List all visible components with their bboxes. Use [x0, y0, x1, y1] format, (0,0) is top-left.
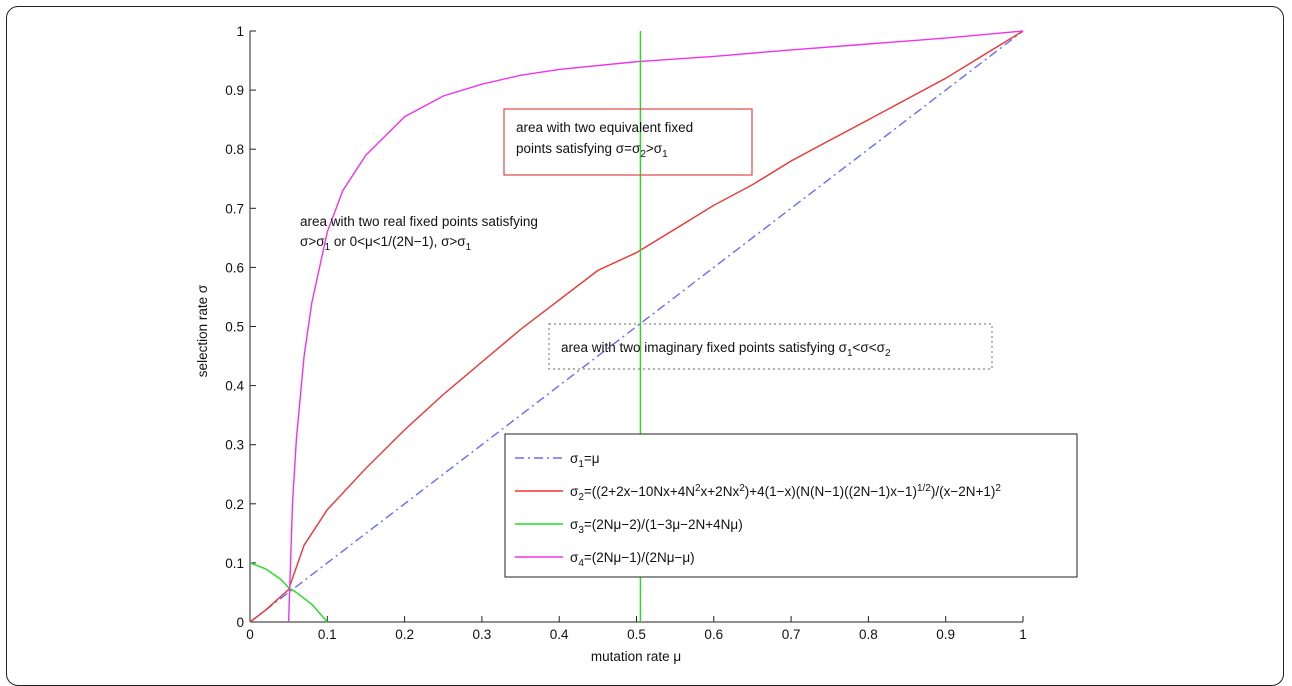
annotation-line: σ>σ1 or 0<μ<1/(2N−1), σ>σ1 — [300, 234, 472, 253]
annotation-equivalent: area with two equivalent fixed points sa… — [503, 108, 753, 176]
y-tick-label: 0.4 — [225, 379, 244, 394]
annotation-box-red — [503, 108, 753, 176]
annotation-box-dotted — [548, 323, 993, 370]
y-tick-label: 1 — [236, 24, 244, 39]
x-tick-label: 0.7 — [782, 627, 801, 642]
legend-label-s1: σ1=μ — [570, 451, 600, 470]
annotation-line: points satisfying σ=σ2>σ1 — [516, 141, 668, 160]
x-tick-label: 0.4 — [550, 627, 569, 642]
y-tick-label: 0.6 — [225, 260, 244, 275]
series-line-s3 — [249, 562, 328, 623]
series-line-s4 — [287, 30, 1024, 623]
x-tick-label: 0.3 — [473, 627, 492, 642]
x-tick-label: 0.9 — [936, 627, 955, 642]
x-tick-label: 1 — [1019, 627, 1027, 642]
legend-label-s2: σ2=((2+2x−10Nx+4N2x+2Nx2)+4(1−x)(N(N−1)(… — [570, 483, 1001, 503]
annotation-real: area with two real fixed points satisfyi… — [300, 214, 538, 253]
y-tick-label: 0.5 — [225, 320, 244, 335]
x-tick-label: 0.5 — [627, 627, 646, 642]
series-line-s2 — [249, 30, 1024, 623]
annotation-line: area with two real fixed points satisfyi… — [300, 214, 538, 229]
x-tick-label: 0.1 — [318, 627, 337, 642]
y-tick-label: 0.9 — [225, 83, 244, 98]
legend: σ1=μ σ2=((2+2x−10Nx+4N2x+2Nx2)+4(1−x)(N(N… — [504, 433, 1078, 578]
y-tick-label: 0.3 — [225, 438, 244, 453]
y-tick-label: 0.7 — [225, 201, 244, 216]
legend-label-s3: σ3=(2Nμ−2)/(1−3μ−2N+4Nμ) — [570, 517, 743, 536]
ticks: 0 0.1 0.2 0.3 0.4 0.5 0.6 0.7 0.8 0.9 1 0 0.1 0.2 0.3 0… — [225, 24, 1027, 642]
x-axis-label: mutation rate μ — [591, 649, 681, 664]
chart: 0 0.1 0.2 0.3 0.4 0.5 0.6 0.7 0.8 0.9 1 0 0.1 0.2 0.3 0… — [195, 24, 1078, 664]
y-tick-label: 0.1 — [225, 556, 244, 571]
y-tick-label: 0 — [236, 615, 244, 630]
x-tick-label: 0.6 — [704, 627, 723, 642]
y-axis-label: selection rate σ — [195, 284, 210, 377]
annotation-line: area with two imaginary fixed points sat… — [561, 340, 891, 359]
legend-label-s4: σ4=(2Nμ−1)/(2Nμ−μ) — [570, 550, 695, 569]
x-tick-label: 0.2 — [395, 627, 414, 642]
legend-box — [504, 433, 1078, 578]
annotation-line: area with two equivalent fixed — [516, 120, 693, 135]
x-tick-label: 0.8 — [859, 627, 878, 642]
y-tick-label: 0.8 — [225, 142, 244, 157]
annotation-imaginary: area with two imaginary fixed points sat… — [548, 323, 993, 370]
y-tick-label: 0.2 — [225, 497, 244, 512]
x-tick-label: 0 — [246, 627, 254, 642]
